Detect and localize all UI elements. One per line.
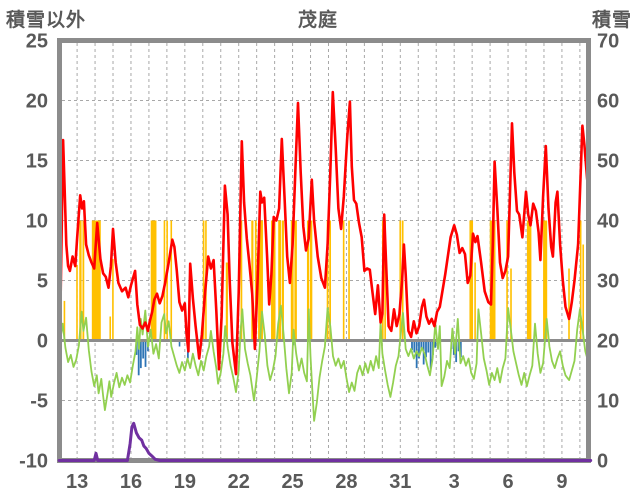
red-line [62,90,586,376]
left-axis-tick-labels: 25 20 15 10 5 0 -5 -10 [19,31,48,473]
x-axis-tick: 22 [228,471,250,493]
gold-bars [63,220,584,341]
left-axis-tick: 15 [26,151,48,173]
right-axis-tick: 20 [597,331,619,353]
right-axis-tick: 70 [597,31,619,53]
chart-title: 茂庭 [297,10,338,31]
x-axis-tick: 9 [556,471,567,493]
left-axis-title: 積雪以外 [6,10,87,31]
right-axis-tick: 0 [597,451,608,473]
left-axis-tick: 5 [37,271,48,293]
right-axis-tick: 40 [597,211,619,233]
x-axis-tick: 25 [281,471,303,493]
right-axis-tick: 60 [597,91,619,113]
x-axis-tick-labels: 13 16 19 22 25 28 31 3 6 9 [66,471,568,493]
left-axis-tick: -10 [19,451,48,473]
x-axis-tick: 31 [389,471,411,493]
left-axis-tick: 20 [26,91,48,113]
left-axis-tick: 0 [37,331,48,353]
x-axis-tick: 28 [335,471,357,493]
right-axis-tick: 50 [597,151,619,173]
x-axis-tick: 19 [174,471,196,493]
left-axis-tick: 25 [26,31,48,53]
purple-line [57,421,593,462]
right-axis-tick: 10 [597,391,619,413]
left-axis-tick: 10 [26,211,48,233]
right-axis-tick: 30 [597,271,619,293]
left-axis-tick: -5 [30,391,48,413]
right-axis-tick-labels: 70 60 50 40 30 20 10 0 [597,31,619,473]
green-line [62,304,586,422]
x-axis-tick: 16 [120,471,142,493]
x-axis-tick: 13 [66,471,88,493]
x-axis-tick: 6 [502,471,513,493]
right-axis-title: 積雪 [591,10,632,31]
x-axis-tick: 3 [449,471,460,493]
